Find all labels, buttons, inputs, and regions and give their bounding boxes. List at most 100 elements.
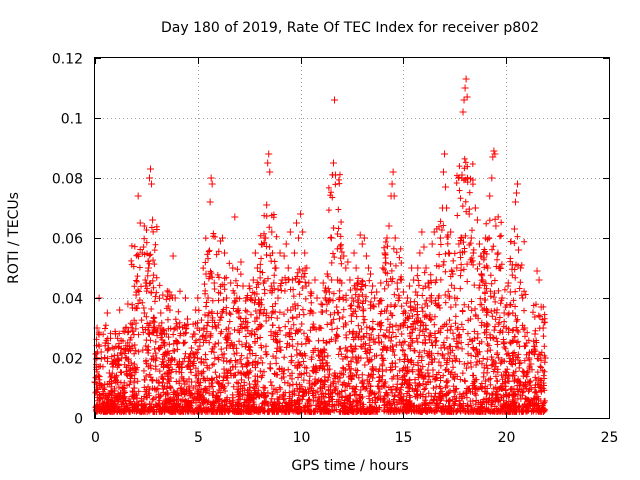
roti-noise-point [358,326,365,333]
roti-noise-point [273,360,280,367]
roti-noise-point [232,372,239,379]
roti-noise-point [145,349,152,356]
roti-point [276,249,284,257]
roti-noise-point [147,403,154,410]
roti-noise-point [492,363,499,370]
roti-noise-point [349,348,356,355]
roti-noise-point [295,392,302,399]
plot-frame [94,57,610,419]
roti-noise-point [263,310,270,317]
roti-noise-point [134,395,141,402]
roti-noise-point [256,408,263,415]
roti-noise-point [269,303,276,310]
roti-noise-point [92,389,99,396]
roti-point [362,252,370,260]
roti-noise-point [296,381,303,388]
roti-noise-point [150,272,157,279]
roti-point [475,240,483,248]
roti-point [529,348,537,356]
roti-point [422,264,430,272]
roti-point [462,75,470,83]
roti-noise-point [406,392,413,399]
roti-noise-point [448,323,455,330]
roti-noise-point [210,399,217,406]
roti-point [478,270,486,278]
roti-noise-point [196,336,203,343]
roti-noise-point [516,378,523,385]
roti-noise-point [452,386,459,393]
roti-noise-point [166,341,173,348]
roti-noise-point [348,312,355,319]
roti-noise-point [282,323,289,330]
roti-noise-point [332,338,339,345]
roti-noise-point [534,369,541,376]
roti-noise-point [134,251,141,258]
roti-noise-point [368,408,375,415]
roti-noise-point [479,384,486,391]
roti-point [200,324,208,332]
roti-point [212,324,220,332]
roti-noise-point [391,291,398,298]
roti-noise-point [102,322,109,329]
roti-noise-point [341,397,348,404]
y-tick-label: 0.04 [52,292,83,308]
roti-noise-point [252,358,259,365]
roti-noise-point [177,408,184,415]
roti-noise-point [261,212,268,219]
roti-noise-point [115,397,122,404]
roti-noise-point [419,292,426,299]
roti-noise-point [478,322,485,329]
roti-noise-point [119,384,126,391]
roti-noise-point [363,324,370,331]
roti-noise-point [142,283,149,290]
roti-noise-point [396,389,403,396]
roti-noise-point [203,303,210,310]
roti-point [280,252,288,260]
roti-noise-point [286,329,293,336]
roti-point [506,288,514,296]
roti-noise-point [132,305,139,312]
roti-noise-point [356,391,363,398]
roti-noise-point [422,401,429,408]
roti-noise-point [213,398,220,405]
roti-noise-point [459,404,466,411]
roti-noise-point [519,389,526,396]
roti-noise-point [298,320,305,327]
roti-noise-point [166,307,173,314]
roti-noise-point [457,267,464,274]
roti-noise-point [522,291,529,298]
roti-noise-point [209,323,216,330]
roti-point [311,276,319,284]
roti-noise-point [245,344,252,351]
roti-point [122,324,130,332]
roti-noise-point [166,295,173,302]
roti-noise-point [481,408,488,415]
roti-noise-point [477,301,484,308]
roti-noise-point [175,392,182,399]
roti-point [99,384,107,392]
roti-point [198,369,206,377]
roti-noise-point [489,313,496,320]
roti-noise-point [257,306,264,313]
roti-noise-point [231,326,238,333]
roti-point [214,339,222,347]
roti-noise-point [381,380,388,387]
roti-noise-point [472,401,479,408]
roti-noise-point [493,377,500,384]
roti-noise-point [145,258,152,265]
roti-noise-point [244,360,251,367]
roti-noise-point [359,377,366,384]
roti-noise-point [540,372,547,379]
roti-point [161,339,169,347]
roti-noise-point [461,377,468,384]
roti-noise-point [223,396,230,403]
roti-noise-point [381,393,388,400]
roti-noise-point [281,379,288,386]
roti-noise-point [362,345,369,352]
roti-point [533,267,541,275]
roti-noise-point [251,378,258,385]
roti-point [202,270,210,278]
roti-noise-point [246,343,253,350]
roti-noise-point [401,358,408,365]
